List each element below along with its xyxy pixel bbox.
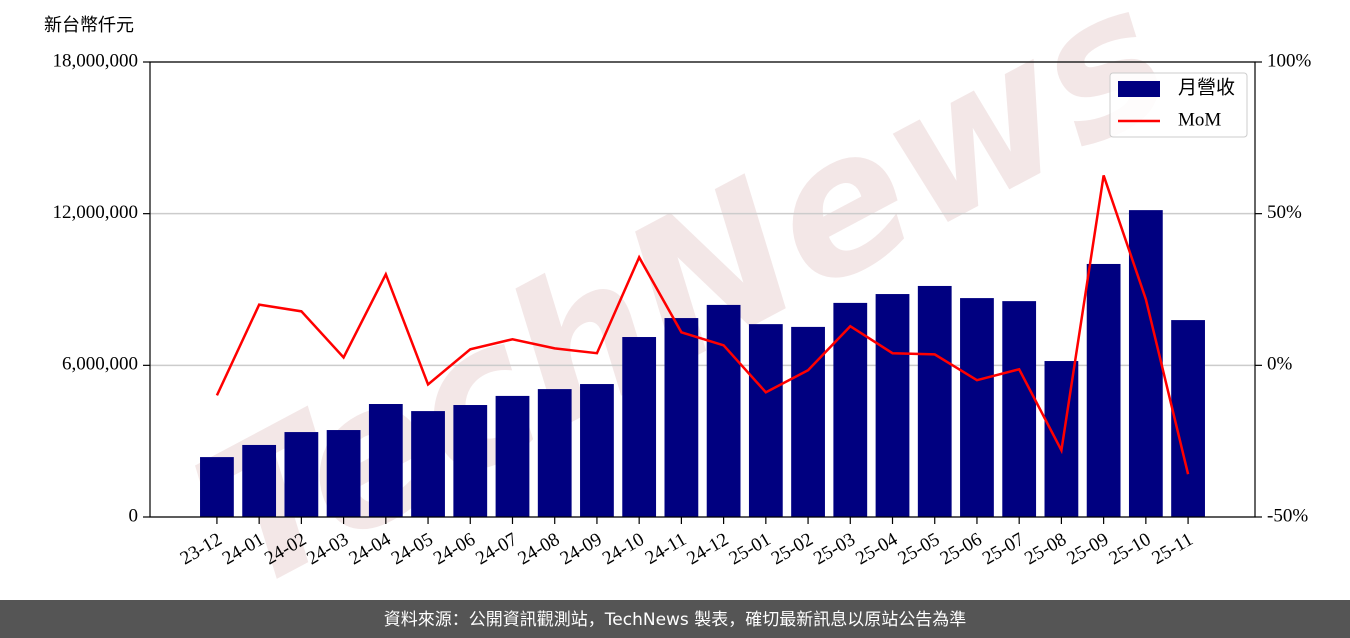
bar	[368, 404, 403, 517]
line	[215, 175, 1190, 475]
x-tick-label: 24-11	[642, 529, 690, 569]
footer-text: 資料來源：公開資訊觀測站，TechNews 製表，確切最新訊息以原站公告為準	[384, 610, 966, 630]
x-tick-label: 25-11	[1148, 529, 1196, 569]
plot-frame	[149, 61, 1256, 518]
bar	[284, 432, 319, 517]
x-tick-label: 25-10	[1106, 529, 1155, 569]
y-tick-label: 18,000,000	[53, 50, 139, 71]
bar	[706, 304, 741, 517]
x-tick-label: 24-10	[599, 529, 648, 569]
x-tick-label: 25-04	[852, 529, 901, 570]
bar	[1002, 301, 1037, 517]
bar	[748, 324, 783, 517]
x-tick-label: 25-07	[979, 529, 1028, 569]
bar	[200, 457, 234, 517]
y2-tick-label: -50%	[1267, 505, 1308, 526]
bar	[495, 395, 530, 517]
bar	[537, 389, 572, 517]
legend-label: 月營收	[1178, 76, 1235, 98]
bar	[1086, 263, 1121, 517]
y-tick-label: 0	[129, 505, 139, 526]
y2-tick-label: 100%	[1267, 50, 1312, 71]
y-tick-label: 6,000,000	[62, 354, 138, 375]
y2-tick-label: 0%	[1267, 354, 1293, 375]
bar	[453, 405, 488, 517]
bar	[1044, 361, 1079, 517]
bar	[664, 318, 699, 517]
bar	[622, 337, 657, 517]
legend-swatch	[1118, 81, 1160, 97]
y-tick-label: 12,000,000	[53, 202, 139, 223]
bar	[917, 285, 952, 517]
x-tick-label: 25-08	[1021, 529, 1070, 569]
y2-tick-label: 50%	[1267, 202, 1302, 223]
bar	[1128, 210, 1163, 517]
x-tick-label: 24-07	[472, 529, 521, 569]
x-tick-label: 24-09	[557, 529, 606, 569]
bar	[791, 326, 825, 517]
bar	[580, 384, 614, 517]
x-tick-label: 25-09	[1063, 529, 1112, 569]
x-tick-label: 24-08	[515, 529, 564, 569]
y-axis-label: 新台幣仟元	[44, 15, 134, 35]
x-tick-label: 24-12	[683, 529, 732, 569]
bar	[326, 430, 361, 517]
bar	[1171, 320, 1205, 517]
bar	[242, 444, 277, 517]
x-tick-label: 25-03	[810, 529, 859, 569]
bar	[411, 411, 445, 517]
x-tick-label: 23-12	[177, 529, 226, 569]
x-tick-label: 25-02	[768, 529, 817, 569]
legend-label: MoM	[1178, 109, 1221, 130]
bar	[875, 294, 910, 517]
footer-bar	[0, 600, 1350, 638]
x-tick-label: 25-05	[895, 529, 944, 569]
bar	[960, 298, 994, 517]
x-tick-label: 25-06	[937, 529, 986, 569]
x-tick-label: 25-01	[726, 529, 775, 569]
